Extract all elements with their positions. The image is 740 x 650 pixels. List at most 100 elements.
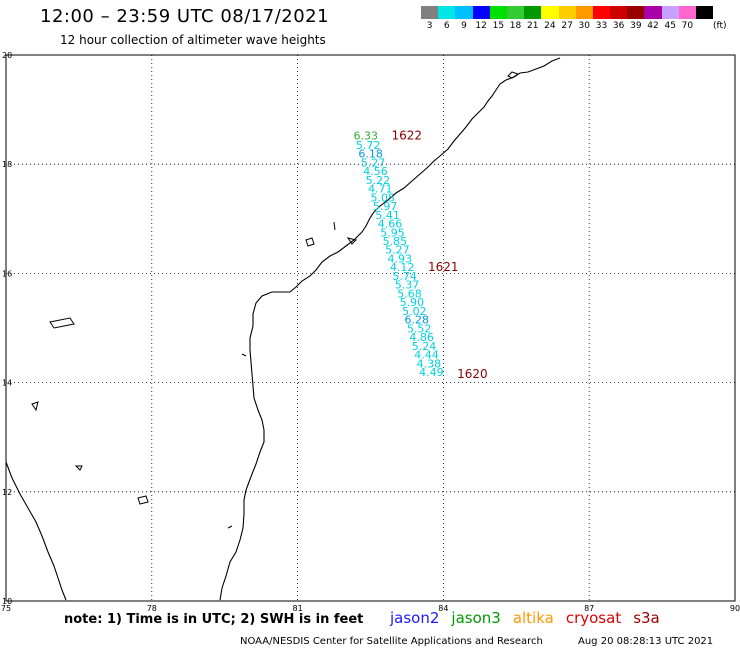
color-scale-labels: 3 6 9 12 15 18 21 24 27 30 33 36 39 42 45 70 bbox=[421, 21, 696, 31]
island-west-4 bbox=[137, 495, 149, 505]
satellite-name-s3a: s3a bbox=[633, 609, 660, 627]
legend-swatch bbox=[541, 6, 559, 19]
wave-height-value: 5.95 bbox=[380, 226, 405, 239]
legend-swatch bbox=[696, 6, 714, 19]
wave-height-value: 4.38 bbox=[417, 357, 442, 370]
legend-swatch bbox=[421, 6, 439, 19]
island-mid-1 bbox=[241, 353, 247, 357]
color-scale-legend bbox=[421, 6, 714, 19]
legend-label: 45 bbox=[664, 21, 676, 31]
island-mid-2 bbox=[227, 525, 233, 529]
island-west-3 bbox=[74, 465, 83, 471]
footer-credit: NOAA/NESDIS Center for Satellite Applica… bbox=[240, 636, 543, 647]
legend-label: 21 bbox=[526, 21, 539, 31]
wave-height-value: 4.86 bbox=[409, 331, 434, 344]
legend-swatch bbox=[472, 6, 490, 19]
track-id-label: 1621 bbox=[428, 260, 459, 274]
x-tick-label: 87 bbox=[584, 604, 594, 613]
legend-unit-label: (ft) bbox=[713, 21, 727, 31]
wave-height-value: 5.52 bbox=[407, 322, 432, 335]
legend-swatch bbox=[678, 6, 696, 19]
legend-label: 42 bbox=[647, 21, 659, 31]
wave-height-value: 4.66 bbox=[378, 218, 403, 231]
legend-swatch bbox=[575, 6, 593, 19]
lat-lon-grid bbox=[6, 55, 735, 601]
satellite-name-jason2: jason2 bbox=[390, 609, 440, 627]
wave-height-value: 6.28 bbox=[405, 314, 430, 327]
legend-label: 3 bbox=[426, 21, 433, 31]
x-tick-label: 81 bbox=[293, 604, 303, 613]
wave-height-value: 4.44 bbox=[414, 349, 439, 362]
y-tick-label: 12 bbox=[2, 488, 12, 497]
wave-height-value: 5.05 bbox=[371, 191, 396, 204]
legend-swatch bbox=[455, 6, 473, 19]
legend-swatch bbox=[524, 6, 542, 19]
map-frame bbox=[5, 54, 736, 602]
map-title: 12:00 – 23:59 UTC 08/17/2021 bbox=[40, 6, 330, 27]
y-tick-label: 16 bbox=[2, 269, 12, 278]
wave-height-value: 5.85 bbox=[383, 235, 408, 248]
x-tick-label: 90 bbox=[730, 604, 740, 613]
wave-height-value: 5.74 bbox=[392, 270, 417, 283]
legend-label: 36 bbox=[612, 21, 625, 31]
wave-height-value: 5.97 bbox=[373, 200, 398, 213]
island-coast-1 bbox=[333, 221, 336, 231]
island-coast-2 bbox=[305, 237, 315, 247]
legend-swatch bbox=[489, 6, 507, 19]
legend-swatch bbox=[506, 6, 525, 19]
wave-height-value: 6.18 bbox=[358, 148, 383, 161]
x-tick-label: 78 bbox=[147, 604, 157, 613]
wave-height-value: 5.37 bbox=[395, 279, 420, 292]
legend-label: 24 bbox=[544, 21, 556, 31]
legend-label: 39 bbox=[630, 21, 642, 31]
y-tick-label: 14 bbox=[2, 379, 12, 388]
footer-timestamp: Aug 20 08:28:13 UTC 2021 bbox=[578, 636, 714, 647]
y-tick-label: 18 bbox=[2, 160, 12, 169]
wave-height-value: 5.22 bbox=[366, 174, 391, 187]
legend-label: 30 bbox=[578, 21, 590, 31]
legend-label: 15 bbox=[492, 21, 505, 31]
legend-swatch bbox=[610, 6, 628, 19]
axis-tick-labels: 75 78 81 84 87 90 20 18 16 14 12 10 bbox=[1, 51, 740, 613]
legend-label: 27 bbox=[561, 21, 573, 31]
satellite-name-altika: altika bbox=[512, 609, 554, 627]
wave-height-value: 5.41 bbox=[375, 209, 400, 222]
legend-swatch bbox=[558, 6, 576, 19]
legend-label: 70 bbox=[681, 21, 694, 31]
legend-label: 9 bbox=[461, 21, 467, 31]
legend-label: 12 bbox=[475, 21, 487, 31]
x-tick-label: 75 bbox=[1, 604, 11, 613]
island-west-2 bbox=[31, 401, 39, 412]
y-tick-label: 20 bbox=[2, 51, 12, 60]
satellite-track-labels: 1622 1621 1620 bbox=[391, 129, 487, 381]
track-id-label: 1620 bbox=[457, 367, 488, 381]
wave-height-value: 5.90 bbox=[400, 296, 425, 309]
legend-swatch bbox=[438, 6, 456, 19]
legend-swatch bbox=[661, 6, 679, 19]
satellite-legend: jason2 jason3 altika cryosat s3a bbox=[390, 609, 660, 627]
legend-label: 18 bbox=[509, 21, 522, 31]
legend-swatch bbox=[627, 6, 645, 19]
wave-height-value: 5.27 bbox=[361, 156, 386, 169]
wave-height-value: 4.71 bbox=[368, 183, 393, 196]
y-tick-label: 10 bbox=[2, 597, 12, 606]
island-west-1 bbox=[49, 317, 75, 329]
legend-swatch bbox=[644, 6, 662, 19]
track-id-label: 1622 bbox=[391, 129, 422, 143]
satellite-name-jason3: jason3 bbox=[451, 609, 501, 627]
wave-height-value: 4.93 bbox=[388, 252, 413, 265]
island-coast-3 bbox=[346, 237, 357, 245]
satellite-name-cryosat: cryosat bbox=[565, 609, 622, 627]
wave-height-value: 6.33 bbox=[353, 130, 378, 143]
island-north-east bbox=[507, 71, 520, 79]
legend-swatch bbox=[592, 6, 611, 19]
wave-height-value: 4.49 bbox=[419, 366, 444, 379]
wave-height-value: 5.72 bbox=[356, 139, 381, 152]
wave-height-value: 4.12 bbox=[390, 261, 415, 274]
wave-height-value: 5.02 bbox=[402, 305, 427, 318]
wave-height-value: 4.56 bbox=[363, 165, 388, 178]
coastline-west bbox=[5, 461, 67, 601]
wave-height-value: 5.27 bbox=[385, 244, 410, 257]
legend-label: 33 bbox=[595, 21, 608, 31]
footer-note: note: 1) Time is in UTC; 2) SWH is in fe… bbox=[64, 612, 364, 627]
